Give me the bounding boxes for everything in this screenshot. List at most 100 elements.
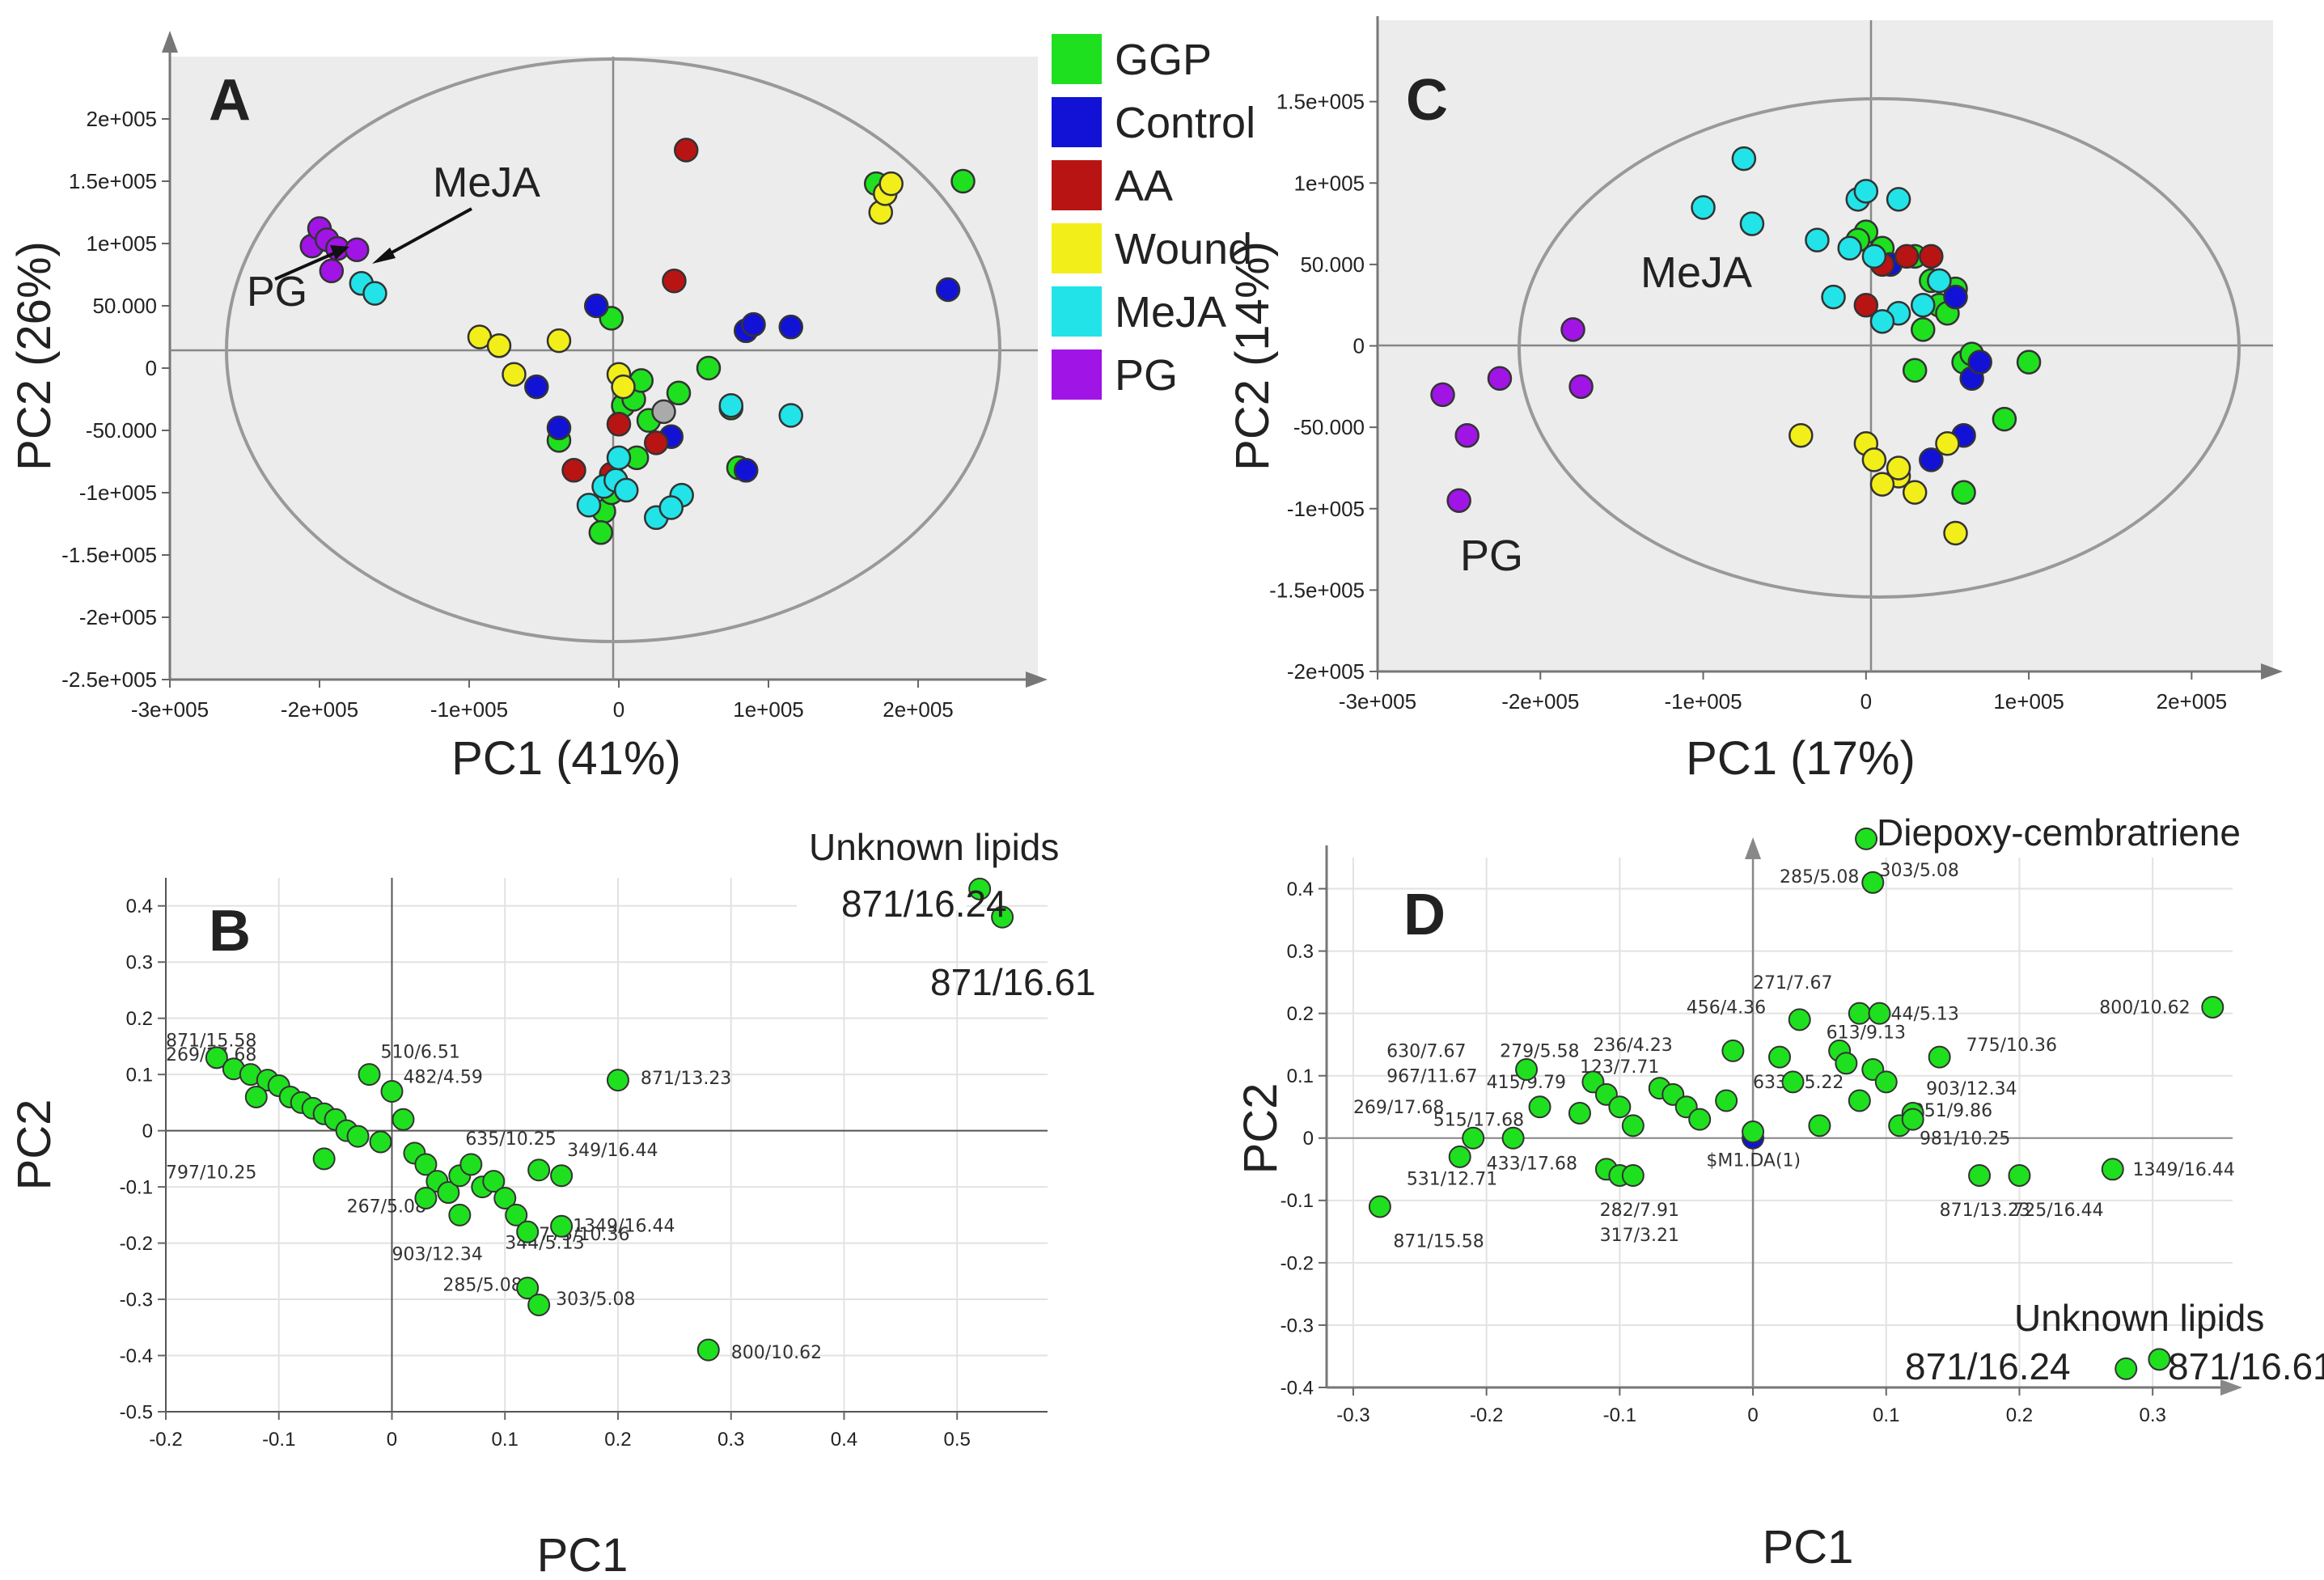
data-point-meja xyxy=(576,493,602,518)
panel-c-letter: C xyxy=(1406,68,1448,133)
data-point-meja xyxy=(1805,227,1830,252)
x-tick-label: 0 xyxy=(613,697,624,722)
loading-point xyxy=(1568,1101,1591,1125)
x-tick-label: -1e+005 xyxy=(430,697,508,722)
loading-point xyxy=(369,1130,392,1154)
x-tick-label: 0.3 xyxy=(2139,1404,2165,1426)
loading-point xyxy=(1848,1002,1871,1025)
loading-point xyxy=(550,1214,574,1238)
loading-point xyxy=(1788,1008,1811,1031)
loading-point xyxy=(1855,827,1878,850)
loading-point xyxy=(1688,1108,1712,1131)
point-label: 871/13.23 xyxy=(1940,1201,2030,1221)
data-point-wound xyxy=(486,333,512,358)
loading-point xyxy=(1928,1045,1951,1069)
x-tick-label: -0.3 xyxy=(1336,1404,1369,1426)
data-point-ggp xyxy=(1951,480,1976,505)
point-label: 279/5.58 xyxy=(1500,1042,1579,1062)
point-label: 303/5.08 xyxy=(556,1290,635,1310)
panel-a-letter: A xyxy=(209,68,251,133)
y-tick-label: -50.000 xyxy=(1293,415,1365,439)
loading-point xyxy=(991,905,1014,929)
panel-a: -3e+005 -2e+005 -1e+005 0 1e+005 2e+005 2e+00… xyxy=(8,31,1048,785)
data-point-wound xyxy=(1902,480,1928,505)
panel-b-big-label-1: 871/16.24 xyxy=(841,883,1007,925)
legend-swatch-pg xyxy=(1052,349,1102,400)
loading-point xyxy=(1968,1164,1992,1187)
panel-a-y-arrow xyxy=(162,31,178,53)
point-label: 531/12.71 xyxy=(1407,1170,1497,1190)
panel-b: -0.2 -0.1 0 0.1 0.2 0.3 0.4 0.5 0.4 0.3 0.2 0.1 0 -0… xyxy=(8,826,1096,1580)
loading-point xyxy=(505,1203,528,1226)
panel-d-plot-bg xyxy=(1327,858,2233,1387)
point-label: 635/10.25 xyxy=(465,1129,556,1150)
data-point-control xyxy=(1943,284,1968,310)
data-point-wound xyxy=(1869,472,1895,497)
data-point-wound xyxy=(502,362,527,387)
loading-point xyxy=(550,1164,574,1188)
data-point-wound xyxy=(546,328,572,354)
y-tick-label: -1.5e+005 xyxy=(1269,578,1365,602)
data-point-wound xyxy=(1861,447,1887,472)
panel-a-meja-arrow xyxy=(379,207,472,261)
x-tick-label: -3e+005 xyxy=(1339,689,1416,714)
loading-point xyxy=(414,1153,438,1176)
loading-point xyxy=(448,1203,472,1226)
y-tick-label: -0.4 xyxy=(120,1345,153,1367)
loading-point xyxy=(1721,1039,1745,1062)
y-tick-label: -0.3 xyxy=(1281,1315,1314,1336)
loading-point xyxy=(1608,1095,1632,1119)
loading-point xyxy=(516,1277,540,1300)
loading-point xyxy=(1515,1058,1539,1081)
data-point-meja xyxy=(778,403,803,428)
data-point-control xyxy=(1967,349,1992,375)
point-label: 800/10.62 xyxy=(731,1343,822,1363)
data-point-pg xyxy=(1487,366,1513,391)
loading-point xyxy=(1742,1120,1765,1144)
loading-point xyxy=(2114,1357,2138,1380)
point-label: 282/7.91 xyxy=(1600,1201,1679,1221)
y-tick-label: 0.1 xyxy=(126,1065,153,1087)
panel-c-ylabel: PC2 (14%) xyxy=(1226,241,1279,471)
panel-b-letter: B xyxy=(209,899,251,964)
panel-c-confidence-ellipse xyxy=(1518,97,2241,599)
panel-c-x-arrow xyxy=(2261,663,2283,680)
data-point-meja xyxy=(1869,309,1895,334)
loading-point xyxy=(1781,1070,1805,1094)
x-tick-label: -0.2 xyxy=(1470,1404,1503,1426)
y-tick-label: 50.000 xyxy=(92,294,157,318)
y-tick-label: -2.5e+005 xyxy=(61,667,157,692)
point-label: 317/3.21 xyxy=(1600,1226,1679,1246)
y-tick-label: -1e+005 xyxy=(1287,497,1365,521)
panel-d-big-label-2: 871/16.61 xyxy=(2168,1345,2324,1387)
x-tick-label: 0.2 xyxy=(604,1429,631,1451)
data-point-meja xyxy=(1739,211,1765,236)
data-point-aa xyxy=(1894,244,1920,269)
y-tick-label: 1e+005 xyxy=(87,231,157,256)
legend-label-control: Control xyxy=(1115,99,1255,147)
data-point-wound xyxy=(1943,520,1968,546)
data-point-aa xyxy=(644,430,669,455)
data-point-meja xyxy=(1911,292,1936,318)
data-point-meja xyxy=(614,477,639,503)
data-point-meja xyxy=(1853,179,1879,204)
y-tick-label: -0.2 xyxy=(120,1233,153,1255)
point-label: 482/4.59 xyxy=(403,1068,482,1088)
panel-a-pg-arrowhead xyxy=(330,245,349,260)
panel-a-xlabel: PC1 (41%) xyxy=(451,732,681,785)
y-tick-label: -0.1 xyxy=(1281,1190,1314,1212)
y-tick-label: -1e+005 xyxy=(79,481,157,505)
panel-a-x-arrow xyxy=(1026,671,1048,688)
x-tick-label: 0 xyxy=(387,1429,397,1451)
loading-point xyxy=(2101,1158,2124,1181)
data-point-meja xyxy=(1837,235,1862,261)
y-tick-label: 1.5e+005 xyxy=(69,169,157,193)
loading-point xyxy=(205,1046,228,1070)
panel-d-big-label-1: 871/16.24 xyxy=(1905,1345,2071,1387)
point-label: 303/5.08 xyxy=(1880,861,1959,881)
data-point-wound xyxy=(1935,431,1960,456)
loading-point xyxy=(2201,995,2225,1019)
y-tick-label: -0.5 xyxy=(120,1401,153,1423)
panel-d: -0.3 -0.2 -0.1 0 0.1 0.2 0.3 0.4 0.3 0.2 0.1 0 -0.1… xyxy=(1234,811,2324,1574)
point-label: 456/4.36 xyxy=(1687,998,1766,1019)
